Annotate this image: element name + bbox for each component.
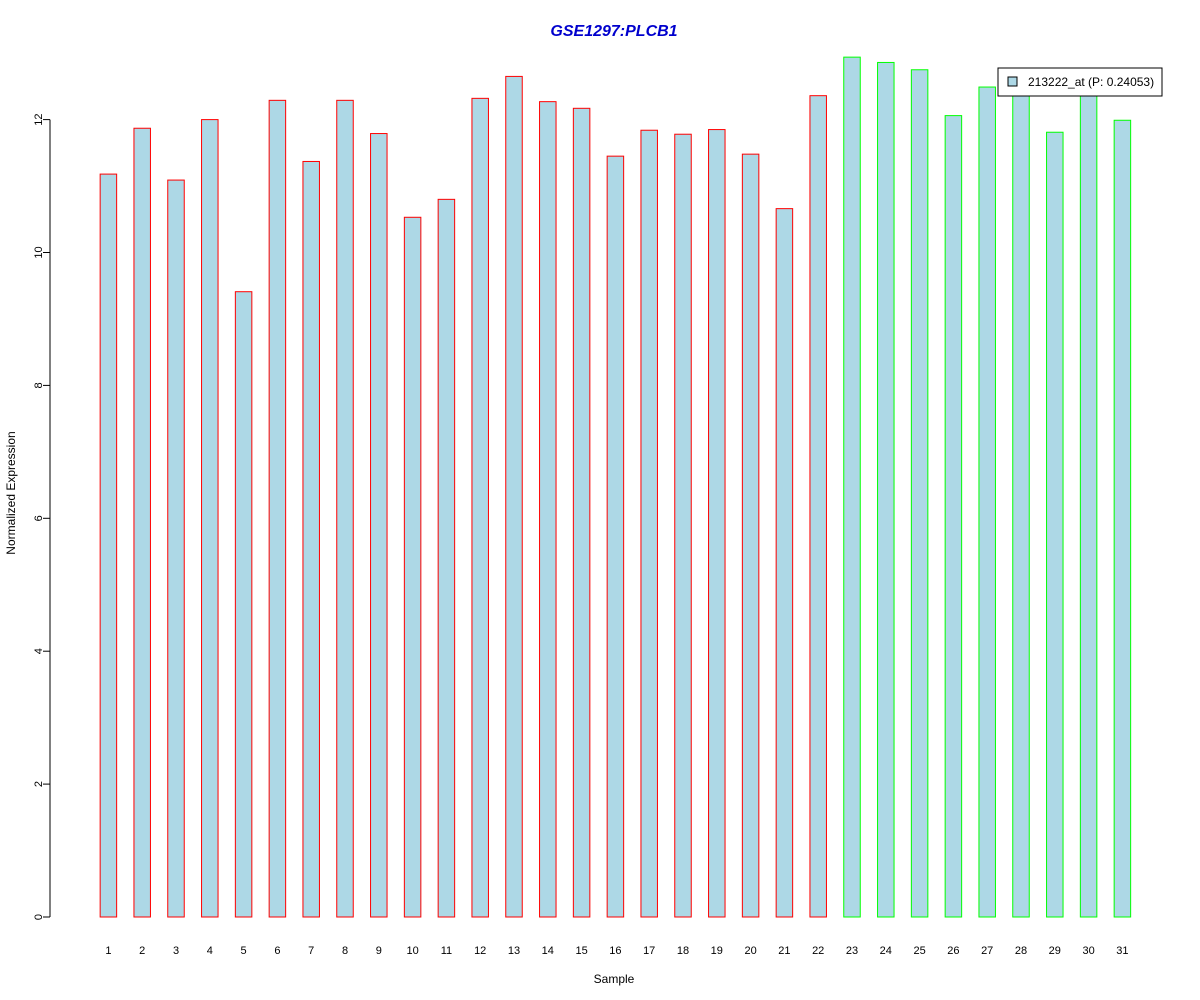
x-tick-label: 18 xyxy=(677,945,689,957)
y-tick-label: 2 xyxy=(33,781,45,787)
x-tick-label: 15 xyxy=(575,945,587,957)
x-tick-label: 23 xyxy=(846,945,858,957)
x-tick-label: 14 xyxy=(542,945,554,957)
x-tick-label: 26 xyxy=(947,945,959,957)
bar xyxy=(843,56,861,918)
bar xyxy=(944,115,963,918)
bar xyxy=(268,99,287,918)
bar xyxy=(201,119,219,918)
bar xyxy=(640,129,658,918)
bar xyxy=(1046,131,1064,918)
x-tick-label: 12 xyxy=(474,945,486,957)
x-tick-label: 7 xyxy=(308,945,314,957)
x-tick-label: 25 xyxy=(913,945,925,957)
y-tick-label: 12 xyxy=(33,113,45,125)
x-tick-label: 3 xyxy=(173,945,179,957)
x-tick-label: 29 xyxy=(1049,945,1061,957)
y-axis-label: Normalized Expression xyxy=(4,431,18,554)
bars-group xyxy=(99,56,1132,918)
x-tick-label: 28 xyxy=(1015,945,1027,957)
bar xyxy=(539,101,557,918)
x-tick-label: 11 xyxy=(441,945,452,957)
x-tick-label: 17 xyxy=(643,945,655,957)
y-tick-label: 0 xyxy=(33,914,45,920)
bar xyxy=(505,75,523,918)
bar xyxy=(1113,119,1132,918)
bar xyxy=(471,97,489,918)
bar xyxy=(606,155,625,918)
bar xyxy=(910,69,929,918)
legend: 213222_at (P: 0.24053) xyxy=(997,67,1163,97)
bar xyxy=(403,216,422,918)
x-tick-labels: 1 2 3 4 5 6 7 8 9 10 11 12 13 14 15 16 17 18 19 20 21 22 23 24 2… xyxy=(105,945,1128,957)
y-axis: 0 2 4 6 8 10 12 xyxy=(33,113,51,920)
bar xyxy=(370,133,388,918)
bar xyxy=(572,107,591,918)
y-tick-label: 6 xyxy=(33,515,45,521)
bar xyxy=(99,173,118,918)
bar xyxy=(133,127,151,918)
y-tick-label: 10 xyxy=(33,246,45,258)
x-tick-label: 6 xyxy=(274,945,280,957)
legend-swatch xyxy=(1007,76,1018,87)
legend-label: 213222_at (P: 0.24053) xyxy=(1028,75,1154,89)
legend-box xyxy=(997,67,1163,97)
bar xyxy=(708,129,726,918)
bar xyxy=(775,208,794,918)
x-tick-label: 27 xyxy=(981,945,993,957)
x-axis-label: Sample xyxy=(594,972,635,986)
x-tick-label: 30 xyxy=(1082,945,1094,957)
bar xyxy=(1079,92,1098,918)
x-tick-label: 10 xyxy=(406,945,418,957)
bar xyxy=(167,179,185,918)
bar xyxy=(336,99,354,918)
y-tick-label: 4 xyxy=(33,648,45,654)
bar xyxy=(809,95,827,918)
x-tick-label: 1 xyxy=(105,945,111,957)
x-tick-label: 2 xyxy=(139,945,145,957)
bar xyxy=(234,291,253,918)
x-tick-label: 20 xyxy=(744,945,756,957)
x-tick-label: 21 xyxy=(778,945,790,957)
x-tick-label: 5 xyxy=(241,945,247,957)
bar xyxy=(877,61,895,918)
x-tick-label: 31 xyxy=(1116,945,1128,957)
x-tick-label: 22 xyxy=(812,945,824,957)
chart-title: GSE1297:PLCB1 xyxy=(550,23,677,40)
x-tick-label: 16 xyxy=(609,945,621,957)
x-tick-label: 24 xyxy=(880,945,892,957)
x-tick-label: 9 xyxy=(376,945,382,957)
bar xyxy=(741,153,760,918)
x-tick-label: 13 xyxy=(508,945,520,957)
bar xyxy=(674,133,692,918)
bar xyxy=(302,160,320,918)
y-tick-label: 8 xyxy=(33,382,45,388)
bar xyxy=(437,198,456,918)
x-tick-label: 4 xyxy=(207,945,213,957)
x-tick-label: 8 xyxy=(342,945,348,957)
bar xyxy=(978,86,996,918)
x-tick-label: 19 xyxy=(711,945,723,957)
bar xyxy=(1012,93,1030,918)
